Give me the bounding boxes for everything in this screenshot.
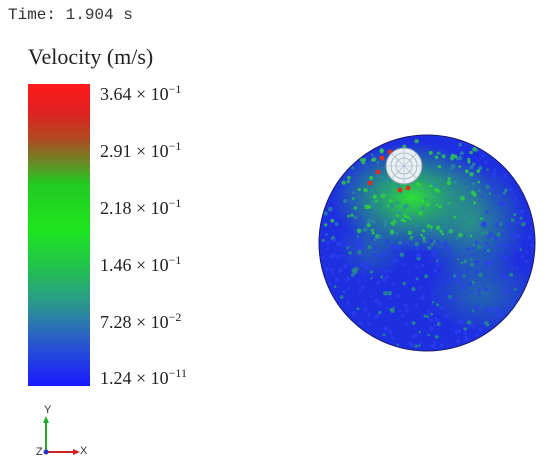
color-scale-bar <box>28 84 90 386</box>
legend-tick-min: 1.24 × 10−11 <box>100 366 187 388</box>
time-readout: Time: 1.904 s <box>8 6 133 24</box>
legend-tick-4: 1.46 × 10−1 <box>100 253 182 275</box>
legend-tick-2: 2.91 × 10−1 <box>100 139 182 161</box>
legend-title: Velocity (m/s) <box>28 44 154 69</box>
axis-z-label: Z <box>36 446 43 458</box>
legend-tick-5: 7.28 × 10−2 <box>100 310 182 332</box>
particle-simulation-view <box>318 134 536 352</box>
axis-triad: Y X Z <box>34 404 94 460</box>
legend-tick-3: 2.18 × 10−1 <box>100 196 182 218</box>
rotating-agitator <box>385 147 423 185</box>
axis-y-label: Y <box>44 404 52 416</box>
axis-x-label: X <box>80 445 88 457</box>
legend-tick-max: 3.64 × 10−1 <box>100 82 182 104</box>
